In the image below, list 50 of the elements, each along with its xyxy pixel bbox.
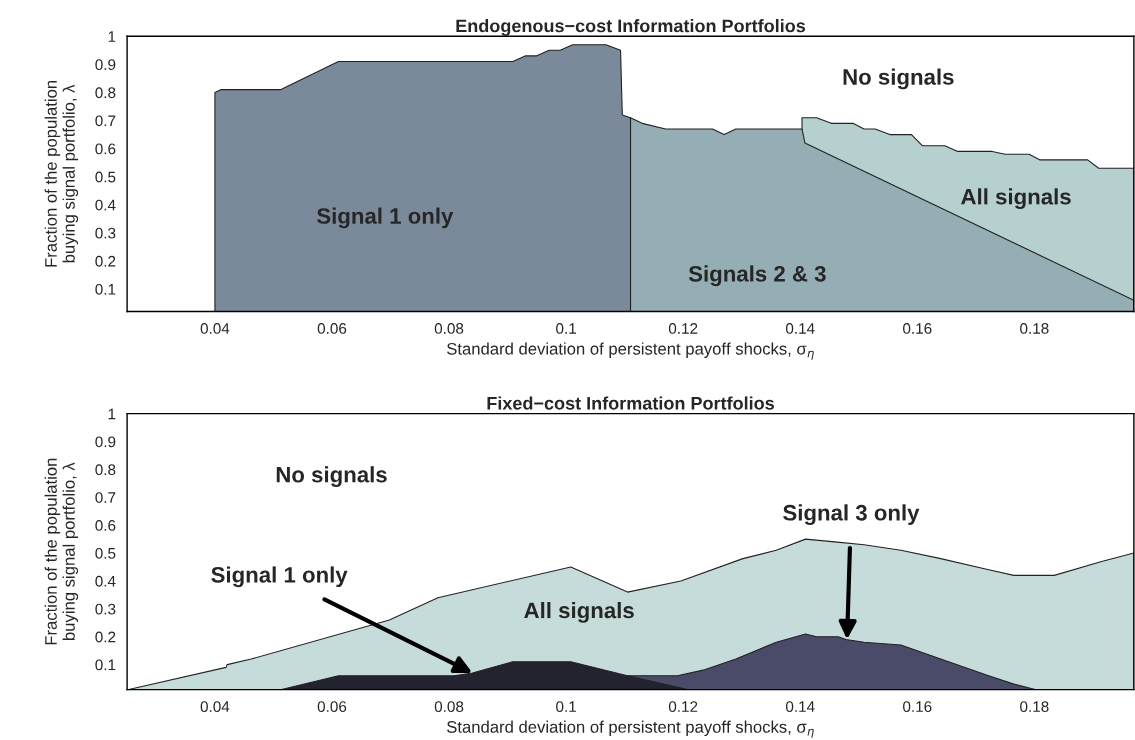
y-tick-label: 0.1 [95,659,116,671]
x-tick-label: 0.08 [434,701,464,713]
x-tick-label: 0.18 [1020,323,1049,334]
y-axis-title: Fraction of the population buying signal portfolio, λ [44,80,79,267]
x-tick-label: 0.12 [668,701,698,713]
y-tick-label: 0.9 [95,59,116,71]
x-tick-label: 0.06 [317,701,347,713]
y-tick-label: 0.8 [95,464,116,476]
y-tick-label: 0.4 [95,199,116,211]
y-tick-label: 0.7 [95,115,116,127]
chart-title: Endogenous−cost Information Portfolios [456,19,806,36]
y-tick-label: 0.6 [95,143,116,155]
y-tick-label: 0.6 [95,520,116,531]
annotation: Signal 3 only [783,504,920,526]
x-tick-label: 0.16 [903,323,932,334]
y-tick-label: 0.9 [95,436,116,448]
x-tick-label: 0.06 [317,323,347,334]
chart-title: Fixed−cost Information Portfolios [487,396,774,410]
x-tick-label: 0.08 [434,323,464,334]
y-tick-label: 1 [108,408,116,420]
y-tick-label: 0.8 [95,87,116,99]
x-axis-title: Standard deviation of persistent payoff shocks, σ$_{η}$ [447,720,814,738]
y-tick-label: 0.1 [95,283,116,295]
series-label: Signals 2 & 3 [688,265,826,287]
y-tick-label: 0.3 [95,603,116,615]
y-tick-label: 0.2 [95,631,116,643]
x-tick-label: 0.16 [903,701,932,713]
x-tick-label: 0.18 [1020,701,1049,713]
series-label: All signals [524,601,634,623]
series-label: All signals [961,188,1071,210]
x-tick-label: 0.1 [556,323,576,334]
annotation: No signals [276,466,387,487]
x-tick-label: 0.1 [556,701,576,713]
x-axis-title: Standard deviation of persistent payoff shocks, σ$_{η}$ [447,342,814,360]
x-tick-label: 0.14 [785,323,815,334]
y-tick-label: 0.2 [95,255,116,267]
y-tick-label: 0.3 [95,227,116,239]
y-tick-label: 0.5 [95,171,116,183]
annotation: No signals [843,68,954,90]
x-tick-label: 0.14 [785,701,815,713]
y-axis-title: Fraction of the population buying signal portfolio, λ [44,458,79,645]
x-tick-label: 0.04 [200,323,230,334]
y-tick-label: 0.7 [95,492,116,503]
y-tick-label: 1 [108,31,116,42]
x-tick-label: 0.12 [668,323,698,334]
x-tick-label: 0.04 [200,701,230,713]
annotation: Signal 1 only [211,566,348,588]
y-tick-label: 0.4 [95,575,116,587]
series-label: Signal 1 only [316,207,454,229]
y-tick-label: 0.5 [95,547,116,559]
